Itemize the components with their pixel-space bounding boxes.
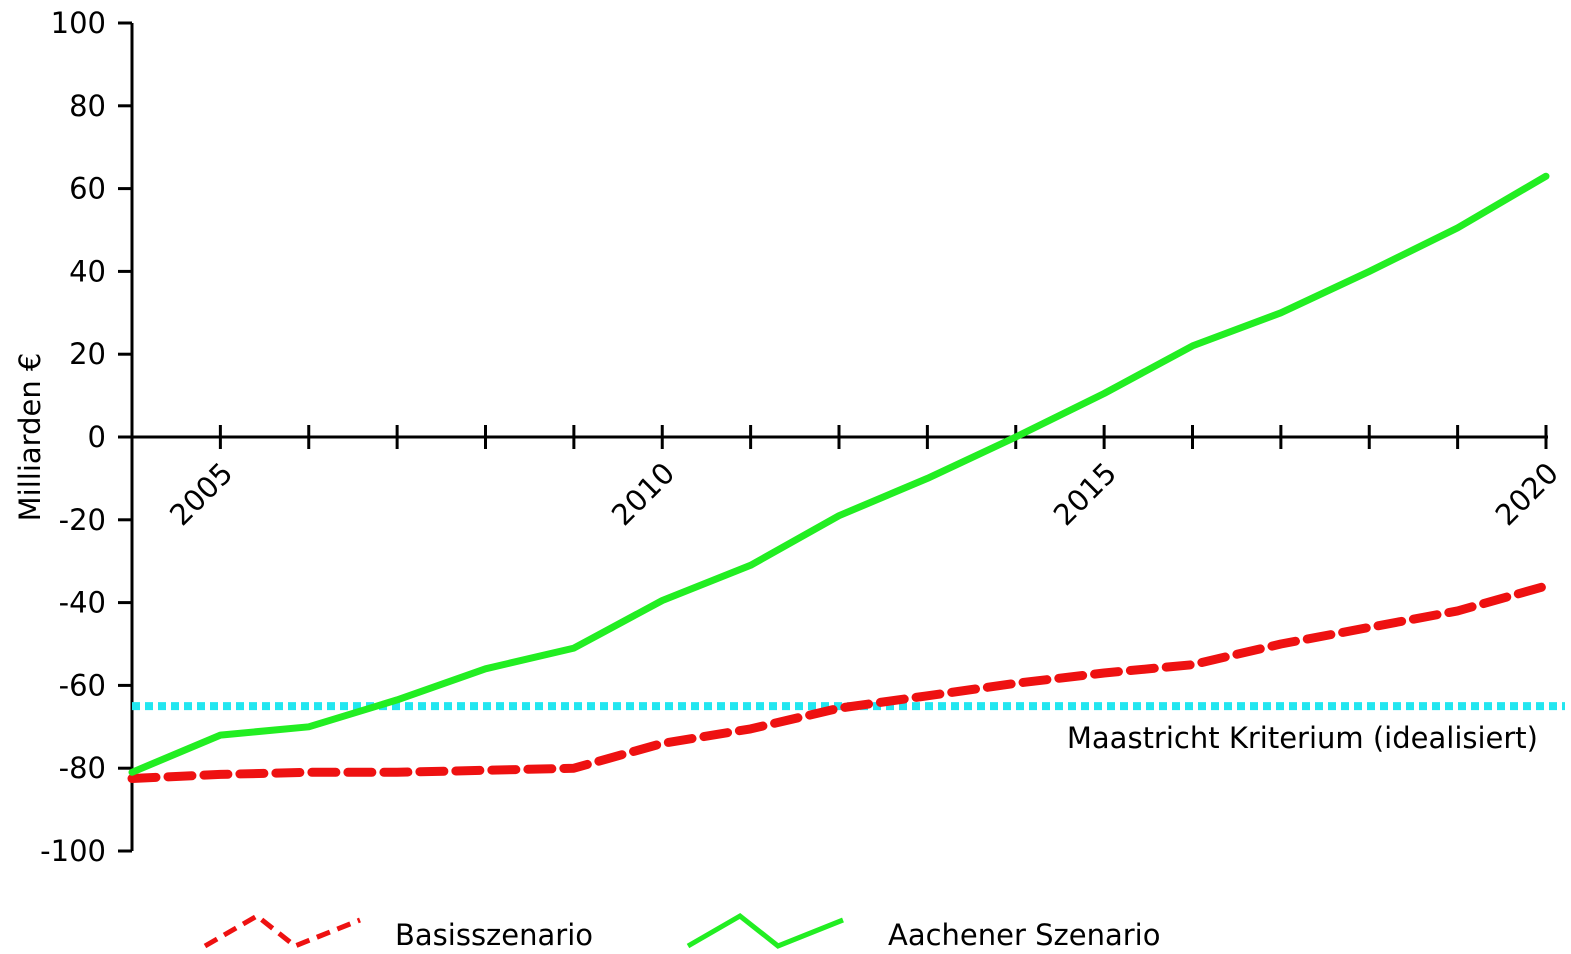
y-tick-label: -60	[59, 668, 106, 702]
legend-swatch-aachener-szenario	[686, 912, 844, 949]
legend-swatch-basisszenario	[203, 912, 361, 949]
legend-label-aachener-szenario: Aachener Szenario	[888, 918, 1160, 952]
y-tick-label: -80	[59, 751, 106, 785]
y-tick-label: -40	[59, 586, 106, 620]
y-tick-label: 60	[69, 172, 106, 206]
x-tick-label: 2015	[1047, 456, 1123, 532]
y-tick-label: 100	[51, 6, 106, 40]
y-tick-label: -20	[59, 503, 106, 537]
legend-label-basisszenario: Basisszenario	[395, 918, 593, 952]
series-line-basisszenario	[127, 581, 1551, 783]
x-tick-label: 2010	[605, 456, 681, 532]
series-lines	[127, 172, 1551, 783]
y-tick-label: 0	[88, 420, 106, 454]
axes: -100 -80 -60 -40 -20 0 20 40 60 80 100 2005 2010 2015…	[13, 6, 1565, 868]
series-line-aachener-szenario	[128, 172, 1550, 776]
y-tick-label: 40	[69, 254, 106, 288]
y-tick-label: -100	[40, 834, 106, 868]
x-tick-label: 2020	[1489, 456, 1565, 532]
y-tick-label: 20	[69, 337, 106, 371]
y-tick-label: 80	[69, 89, 106, 123]
maastricht-label: Maastricht Kriterium (idealisiert)	[1067, 721, 1538, 755]
y-axis-title: Milliarden €	[13, 353, 47, 522]
legend: Basisszenario Aachener Szenario	[203, 912, 1160, 952]
x-tick-label: 2005	[163, 456, 239, 532]
